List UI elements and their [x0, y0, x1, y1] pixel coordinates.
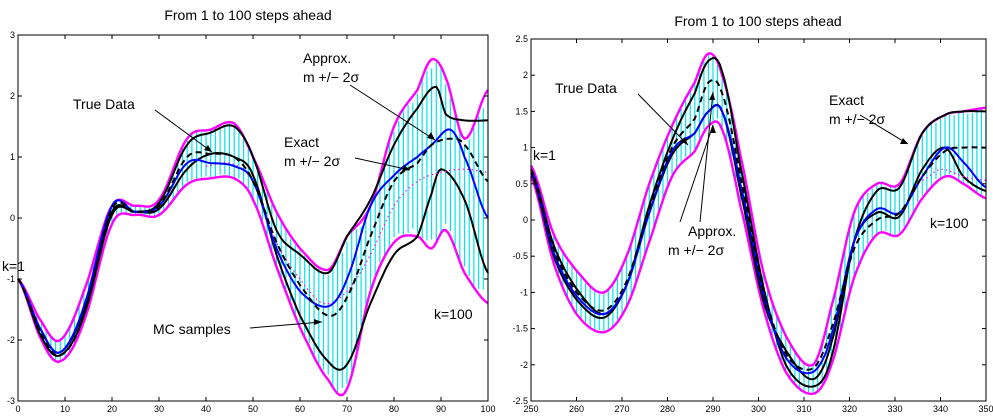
arrowhead-exact-right — [900, 138, 908, 144]
y-tick-label: -2 — [520, 360, 528, 370]
x-tick-label: 40 — [201, 404, 211, 414]
arrowhead-true-data-right — [680, 137, 688, 145]
arrow-mc-samples — [249, 321, 323, 329]
annotation-exact-left-1: Exact — [284, 134, 319, 150]
x-tick-label: 340 — [933, 404, 948, 414]
annotation-approx-right-1: Approx. — [688, 223, 736, 239]
y-tick-label: 2 — [10, 91, 15, 101]
x-tick-label: 100 — [480, 404, 495, 414]
arrow-approx-right — [679, 124, 714, 223]
x-tick-label: 270 — [614, 404, 629, 414]
x-tick-label: 30 — [154, 404, 164, 414]
arrow-true-data-left — [154, 109, 213, 153]
series-line-approx-band — [922, 168, 986, 181]
x-tick-label: 50 — [248, 404, 258, 414]
y-tick-label: -2.5 — [512, 396, 528, 406]
y-tick-label: -3 — [7, 396, 15, 406]
x-tick-label: 310 — [796, 404, 811, 414]
arrowhead-true-data-left — [204, 145, 212, 152]
x-tick-label: 290 — [705, 404, 720, 414]
arrow-approx-left — [349, 84, 436, 141]
x-tick-label: 320 — [842, 404, 857, 414]
arrow-exact-left — [354, 157, 411, 171]
x-tick-label: 300 — [751, 404, 766, 414]
x-tick-label: 280 — [660, 404, 675, 414]
arrowhead-mc-samples — [314, 319, 322, 325]
arrowhead-approx-left — [427, 132, 435, 140]
arrow-true-data-right — [637, 93, 689, 146]
y-tick-label: 2 — [523, 70, 528, 80]
chart-title-right: From 1 to 100 steps ahead — [674, 13, 841, 29]
series-line-exact-lower — [529, 120, 987, 396]
x-tick-label: 0 — [15, 404, 20, 414]
x-tick-label: 250 — [523, 404, 538, 414]
x-tick-label: 20 — [107, 404, 117, 414]
chart-left: From 1 to 100 steps ahead True Data Appr… — [2, 7, 496, 414]
arrow-exact-right — [859, 114, 909, 145]
x-tick-label: 260 — [569, 404, 584, 414]
y-tick-label: 0 — [10, 213, 15, 223]
annotation-approx-left-2: m +/− 2σ — [303, 69, 359, 85]
arrow-approx-right-2 — [699, 91, 714, 223]
annotation-approx-left-1: Approx. — [303, 50, 351, 66]
plot-area-left — [16, 57, 489, 397]
arrowhead-exact-left — [402, 165, 410, 171]
x-tick-label: 90 — [436, 404, 446, 414]
y-tick-label: 2.5 — [515, 34, 528, 44]
annotation-exact-right-1: Exact — [829, 92, 864, 108]
annotation-true-data-left: True Data — [73, 96, 135, 112]
series-line-approx-mean — [530, 78, 986, 371]
annotation-approx-right-2: m +/− 2σ — [668, 242, 724, 258]
annotation-true-data-right: True Data — [555, 80, 617, 96]
y-tick-label: 3 — [10, 30, 15, 40]
y-tick-label: -1 — [7, 274, 15, 284]
annotation-k1-right: k=1 — [533, 147, 556, 163]
x-tick-label: 80 — [389, 404, 399, 414]
arrowhead-approx-right-2 — [709, 92, 715, 100]
plot-area-right — [529, 52, 987, 396]
x-tick-label: 60 — [295, 404, 305, 414]
annotation-exact-left-2: m +/− 2σ — [284, 153, 340, 169]
y-tick-label: 1 — [523, 143, 528, 153]
annotation-k1-left: k=1 — [2, 258, 25, 274]
y-tick-label: 0.5 — [515, 179, 528, 189]
y-tick-label: -0.5 — [512, 251, 528, 261]
series-line-true-data — [530, 56, 986, 388]
annotations-right: True Data Approx. m +/− 2σ Exact m +/− 2… — [533, 80, 969, 258]
y-tick-label: 1 — [10, 152, 15, 162]
x-tick-label: 10 — [60, 404, 70, 414]
annotation-exact-right-2: m +/− 2σ — [829, 111, 885, 127]
y-tick-label: 0 — [523, 215, 528, 225]
series-line-exact-lower — [16, 175, 489, 397]
y-tick-label: -1.5 — [512, 324, 528, 334]
annotation-k100-left: k=100 — [434, 306, 473, 322]
x-tick-label: 350 — [978, 404, 993, 414]
chart-title-left: From 1 to 100 steps ahead — [164, 7, 331, 23]
ticks-right: 250 260 270 280 290 300 310 320 330 340 350 2.5 2 1.5… — [512, 34, 993, 414]
chart-right: From 1 to 100 steps ahead True Data Appr… — [512, 13, 993, 414]
annotations-left: True Data Approx. m +/− 2σ Exact m +/− 2… — [2, 50, 473, 337]
x-tick-label: 330 — [887, 404, 902, 414]
annotation-k100-right: k=100 — [930, 215, 969, 231]
y-tick-label: -1 — [520, 287, 528, 297]
y-tick-label: -2 — [7, 335, 15, 345]
annotation-mc-samples: MC samples — [153, 321, 231, 337]
y-tick-label: 1.5 — [515, 106, 528, 116]
arrowhead-approx-right — [710, 125, 716, 133]
series-line-approx-mean — [17, 137, 489, 357]
x-tick-label: 70 — [342, 404, 352, 414]
